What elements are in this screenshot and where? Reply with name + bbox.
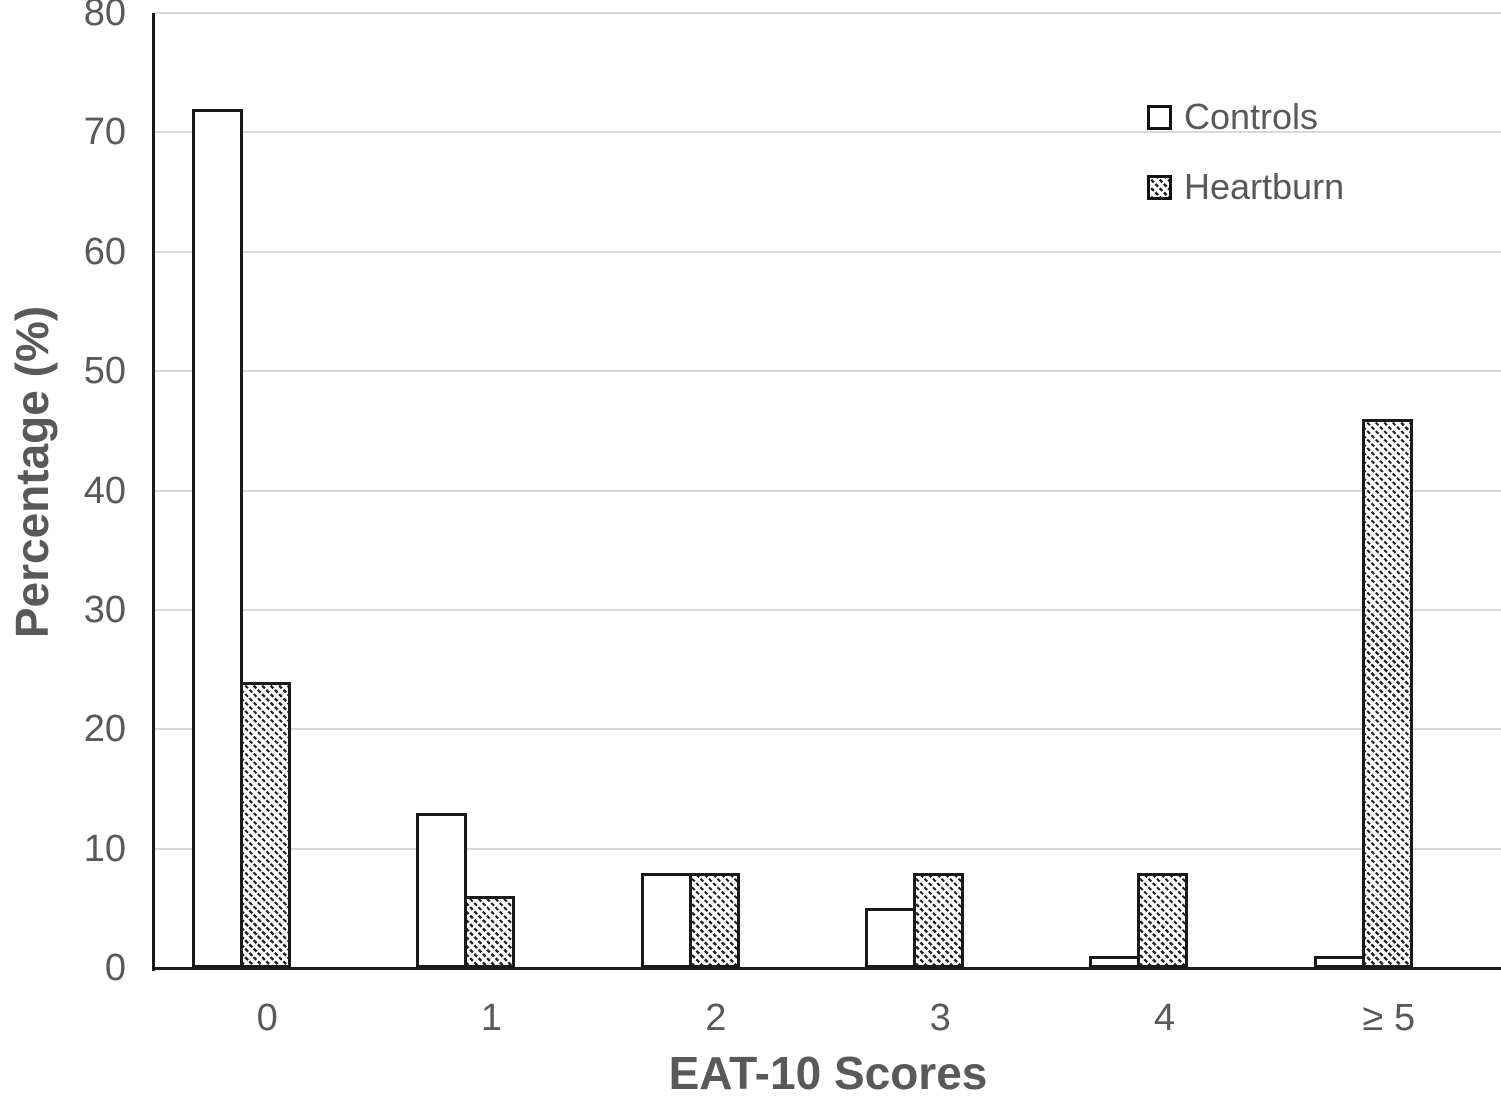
bar-controls-score-0 — [192, 108, 243, 968]
gridline-40 — [155, 489, 1501, 492]
bar-controls-score-1 — [416, 812, 468, 968]
controls-swatch-icon — [1147, 104, 1172, 130]
y-tick-label-80: 80 — [83, 0, 126, 34]
legend-entry-controls: Controls — [1147, 96, 1318, 138]
bar-heartburn-score-≥5 — [1361, 418, 1413, 968]
bar-heartburn-score-0 — [240, 681, 291, 968]
gridline-70 — [155, 131, 1501, 134]
bar-heartburn-score-2 — [688, 872, 740, 968]
bar-controls-score-≥5 — [1313, 956, 1365, 968]
bar-controls-score-2 — [640, 872, 692, 968]
gridline-30 — [155, 608, 1501, 611]
x-tick-label-≥5: ≥ 5 — [1362, 997, 1416, 1039]
x-tick-label-4: 4 — [1153, 997, 1176, 1039]
legend-entry-heartburn: Heartburn — [1147, 166, 1344, 208]
gridline-20 — [155, 728, 1501, 731]
y-tick-label-20: 20 — [83, 708, 126, 751]
y-tick-label-40: 40 — [83, 469, 126, 512]
gridline-60 — [155, 250, 1501, 253]
y-axis-line — [152, 13, 155, 971]
y-tick-label-10: 10 — [83, 827, 126, 870]
gridline-10 — [155, 847, 1501, 850]
legend-label-heartburn: Heartburn — [1184, 166, 1345, 207]
bar-heartburn-score-4 — [1137, 872, 1189, 968]
bar-controls-score-3 — [865, 908, 916, 968]
bar-controls-score-4 — [1089, 956, 1141, 968]
bar-heartburn-score-3 — [913, 872, 964, 968]
gridline-50 — [155, 370, 1501, 373]
x-axis-title: EAT-10 Scores — [668, 1047, 988, 1099]
plot-area — [152, 12, 1501, 971]
legend-label-controls: Controls — [1184, 96, 1319, 137]
y-tick-label-30: 30 — [83, 588, 126, 631]
x-tick-label-1: 1 — [480, 997, 503, 1039]
heartburn-swatch-icon — [1147, 174, 1172, 200]
x-tick-label-3: 3 — [929, 997, 951, 1039]
x-tick-label-2: 2 — [705, 997, 727, 1039]
y-tick-label-0: 0 — [104, 947, 126, 989]
y-tick-label-70: 70 — [83, 111, 126, 154]
gridline-80 — [155, 12, 1501, 14]
x-tick-label-0: 0 — [256, 997, 278, 1039]
y-tick-label-50: 50 — [83, 350, 126, 393]
x-axis-line — [155, 967, 1501, 970]
bar-heartburn-score-1 — [464, 896, 516, 968]
y-tick-label-60: 60 — [83, 230, 126, 273]
